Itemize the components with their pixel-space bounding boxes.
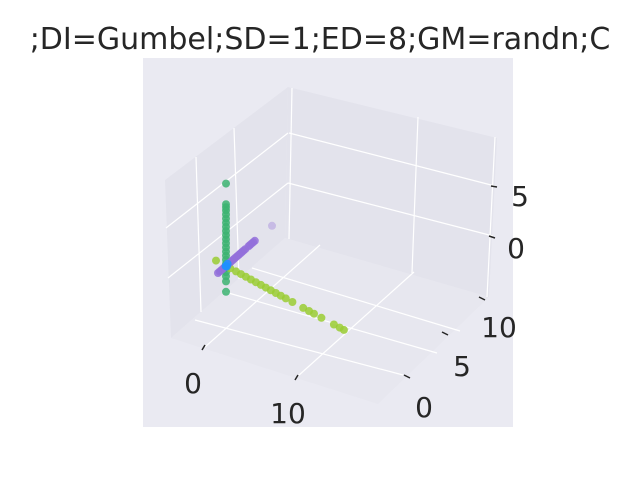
pane-back (285, 87, 497, 297)
y-tick-label: 10 (481, 311, 517, 344)
y-tick-label: 0 (415, 391, 433, 424)
scatter-point (223, 259, 232, 268)
tick-marks (201, 185, 498, 381)
x-tick-label: 10 (270, 397, 306, 430)
x-tick-label: 0 (184, 367, 202, 400)
chart-title: ;DI=Gumbel;SD=1;ED=8;GM=randn;C (30, 22, 611, 57)
scatter-point (222, 179, 230, 188)
y-tick-label: 5 (453, 350, 471, 383)
z-tick-label: 0 (507, 232, 525, 265)
scatter-point (250, 236, 259, 245)
scatter-point (281, 294, 290, 303)
scatter-point (268, 221, 276, 230)
scatter-point (222, 277, 230, 286)
grid (165, 87, 496, 377)
scatter-point (339, 325, 348, 334)
scatter-point (288, 298, 297, 306)
scatter-point (222, 287, 230, 296)
scatter-point (317, 313, 326, 322)
scatter-point (212, 256, 220, 265)
scatter-point (310, 309, 318, 318)
scatter-points (212, 179, 348, 334)
z-tick-label: 5 (511, 180, 529, 213)
